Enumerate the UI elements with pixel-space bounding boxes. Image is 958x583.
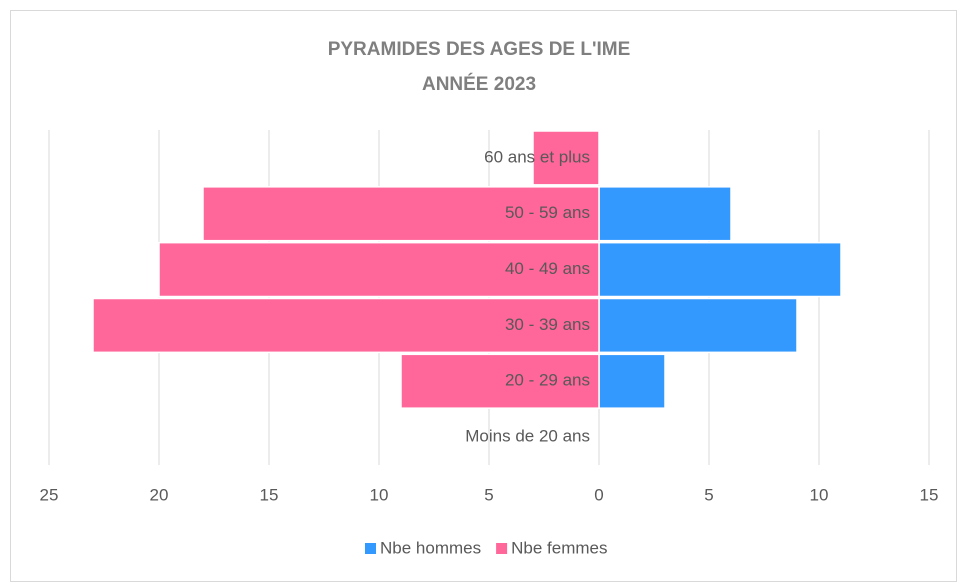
x-tick-label: 10 xyxy=(810,485,829,504)
bar xyxy=(532,130,600,186)
bar xyxy=(598,297,798,354)
y-tick-label: 50 - 59 ans xyxy=(505,203,590,222)
x-tick-label: 0 xyxy=(594,485,603,504)
y-tick-label: 60 ans et plus xyxy=(484,147,590,166)
y-tick-label: 20 - 29 ans xyxy=(505,371,590,390)
legend-label: Nbe femmes xyxy=(511,538,607,557)
chart-title: PYRAMIDES DES AGES DE L'IME xyxy=(328,39,631,60)
x-tick-label: 20 xyxy=(150,485,169,504)
y-tick-label: Moins de 20 ans xyxy=(465,427,590,446)
y-tick-label: 30 - 39 ans xyxy=(505,315,590,334)
x-tick-label: 25 xyxy=(40,485,59,504)
bar xyxy=(598,241,842,298)
bar xyxy=(92,297,600,354)
x-tick-label: 5 xyxy=(704,485,713,504)
bar xyxy=(202,186,600,242)
bar xyxy=(598,353,666,409)
legend-swatch xyxy=(496,543,508,554)
x-tick-label: 15 xyxy=(260,485,279,504)
legend-label: Nbe hommes xyxy=(380,538,481,557)
bar xyxy=(598,186,732,242)
bar xyxy=(158,241,600,298)
legend-swatch xyxy=(365,543,376,554)
y-tick-label: 40 - 49 ans xyxy=(505,259,590,278)
bar xyxy=(400,353,600,409)
x-tick-label: 10 xyxy=(370,485,389,504)
x-tick-label: 15 xyxy=(920,485,939,504)
chart-subtitle: ANNÉE 2023 xyxy=(422,73,536,95)
x-tick-label: 5 xyxy=(484,485,493,504)
